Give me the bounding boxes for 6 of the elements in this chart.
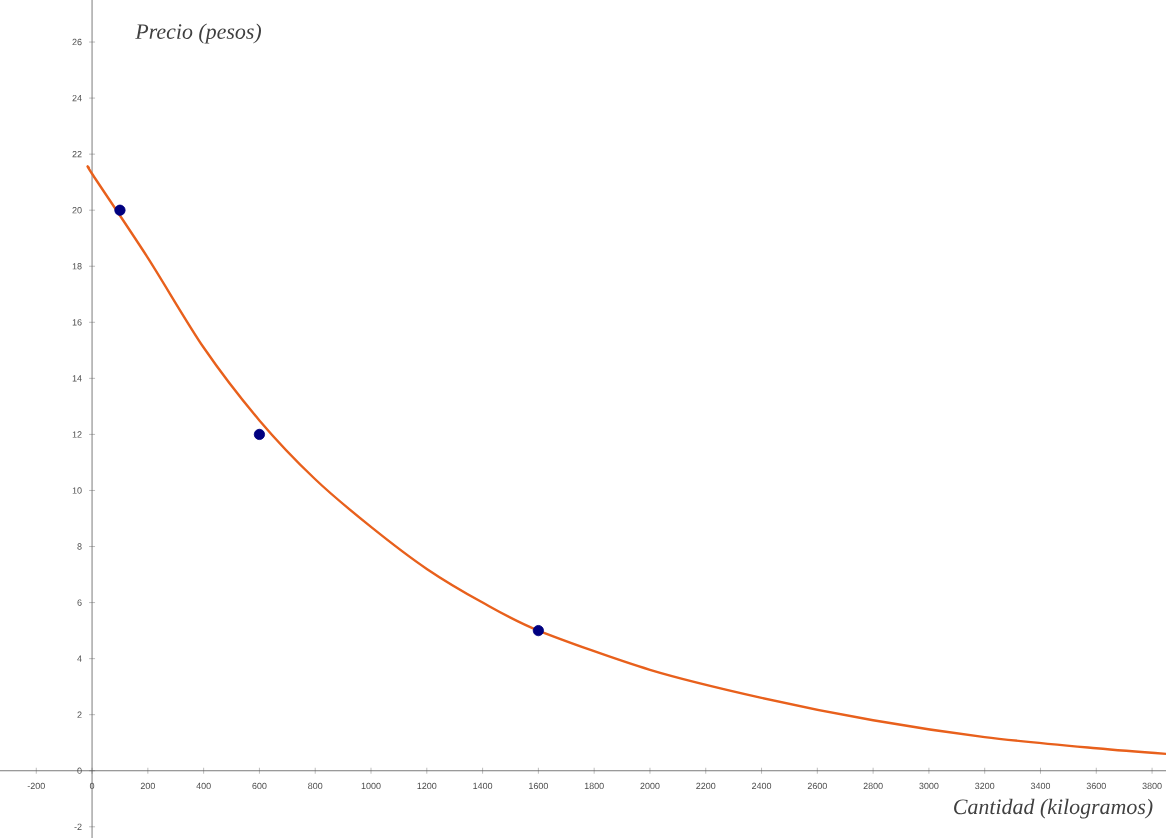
point [532,625,544,637]
x-axis-title: Cantidad (kilogramos) [954,798,1153,819]
y-axis-title: Precio (pesos) [135,23,262,44]
point [114,204,126,216]
line-series [88,166,1166,756]
point [253,428,265,440]
